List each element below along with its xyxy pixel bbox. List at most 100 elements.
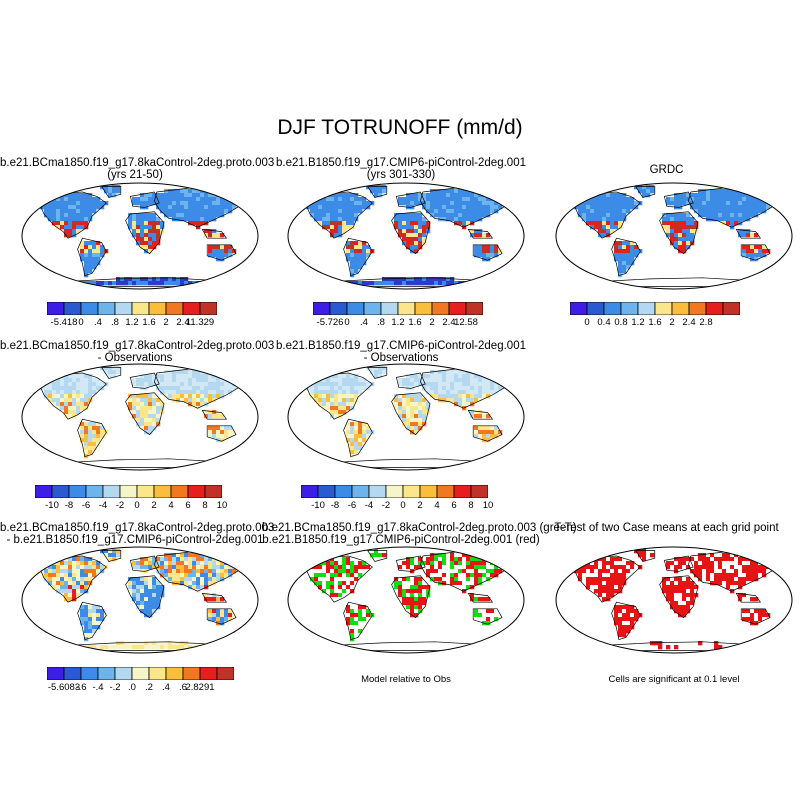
panel-3-title-line1: GRDC [649, 164, 684, 176]
colorbar-swatch [119, 485, 138, 498]
panel-7-title-line1: b.e21.BCma1850.f19_g17.8kaControl-2deg.p… [262, 522, 577, 534]
colorbar-swatch [97, 667, 116, 680]
map-cells [574, 549, 775, 650]
coastline-australia [206, 244, 237, 261]
panel-8-title-line1: T-Test of two Case means at each grid po… [554, 522, 779, 534]
map-cells [40, 185, 241, 286]
panel-5-title-line1: b.e21.B1850.f19_g17.CMIP6-piControl-2deg… [276, 340, 526, 352]
colorbar-swatch [63, 667, 82, 680]
coastline-greenland [100, 550, 122, 562]
coastline-northAmerica [304, 191, 373, 239]
panel-2-title-line2: (yrs 301-330) [366, 169, 436, 181]
colorbar-tick-label: .0 [128, 682, 136, 693]
globe-outline [21, 546, 259, 654]
colorbar-tick-label: -2 [381, 500, 391, 511]
colorbar-swatch [97, 302, 116, 315]
colorbar-swatch [47, 302, 65, 315]
globe-outline [21, 363, 259, 471]
colorbar-tick-label: 2.8291 [185, 682, 215, 693]
caption-cells-significant: Cells are significant at 0.1 level [608, 674, 740, 685]
coastline-africa [125, 211, 165, 255]
coastline-southAmerica [77, 237, 107, 277]
colorbar-swatch [114, 667, 133, 680]
colorbar-swatch [385, 485, 404, 498]
colorbar-swatch [453, 485, 472, 498]
colorbar-tick-label: 2 [669, 317, 675, 328]
coastline-northAmerica [572, 191, 641, 239]
colorbar-swatch [148, 302, 167, 315]
panel-5-title-line2: - Observations [363, 352, 439, 364]
colorbar-tick-label: 1.6 [142, 317, 156, 328]
colorbar-tick-label: 1.6 [408, 317, 422, 328]
panel-4-title-line1: b.e21.BCma1850.f19_g17.8kaControl-2deg.p… [0, 340, 275, 352]
colorbar-tick-label: 1.6 [648, 317, 662, 328]
colorbar-swatch [448, 302, 467, 315]
colorbar-swatch [63, 302, 82, 315]
colorbar-swatch [187, 485, 206, 498]
colorbar-tick-label: 2.4 [682, 317, 696, 328]
coastline-australia [740, 608, 771, 625]
colorbar-tick-label: 0 [584, 317, 590, 328]
colorbar-tick-label: 2.8 [699, 317, 713, 328]
colorbar-swatch [80, 302, 99, 315]
coastline-northAmerica [304, 555, 373, 603]
colorbar-panel-6 [47, 667, 234, 680]
globe-outline [287, 363, 525, 471]
panel-3-title: GRDC [533, 164, 800, 176]
panel-2-title: b.e21.B1850.f19_g17.CMIP6-piControl-2deg… [266, 157, 536, 181]
colorbar-tick-label: .2 [145, 682, 153, 693]
panel-7-title-line2: b.e21.B1850.f19_g17.CMIP6-piControl-2deg… [262, 534, 540, 546]
colorbar-swatch [199, 667, 218, 680]
colorbar-swatch [153, 485, 172, 498]
colorbar-tick-label: 0 [400, 500, 406, 511]
coastline-antarctica [53, 458, 227, 468]
colorbar-tick-label: 2 [417, 500, 423, 511]
coastline-seAsia [467, 228, 494, 239]
colorbar-tick-label: 4 [434, 500, 440, 511]
coastline-southAmerica [611, 601, 641, 641]
map-cells [306, 549, 507, 642]
map-cells [40, 549, 241, 650]
coastline-africa [659, 575, 699, 619]
coastline-southAmerica [343, 418, 373, 458]
colorbar-swatch [570, 302, 588, 315]
colorbar-swatch [68, 485, 87, 498]
colorbar-swatch [170, 485, 189, 498]
colorbar-tick-label: .4 [94, 317, 102, 328]
colorbar-tick-label: 8 [202, 500, 208, 511]
coastline-greenland [634, 186, 656, 198]
colorbar-tick-label: .4 [162, 682, 170, 693]
colorbar-swatch [47, 667, 65, 680]
coastline-africa [125, 575, 165, 619]
coastline-europe [663, 555, 694, 572]
panel-4-title: b.e21.BCma1850.f19_g17.8kaControl-2deg.p… [0, 340, 275, 364]
panel-5-title: b.e21.B1850.f19_g17.CMIP6-piControl-2deg… [266, 340, 536, 364]
colorbar-tick-label: 2 [429, 317, 435, 328]
coastline-greenland [634, 550, 656, 562]
colorbar-swatch [368, 485, 387, 498]
colorbar-swatch [165, 667, 184, 680]
colorbar-tick-label: 2.4 [176, 317, 190, 328]
coastline-australia [206, 425, 237, 442]
map-cells [306, 185, 507, 286]
colorbar-swatch [380, 302, 399, 315]
colorbar-swatch [397, 302, 416, 315]
colorbar-swatch [148, 667, 167, 680]
colorbar-tick-label: -5.6083 [47, 682, 81, 693]
colorbar-swatch [470, 485, 488, 498]
panel-1-title-line2: (yrs 21-50) [107, 169, 163, 181]
colorbar-swatch [182, 667, 201, 680]
coastline-europe [395, 191, 426, 208]
map-panel-1 [21, 182, 259, 290]
coastline-northAmerica [572, 555, 641, 603]
panel-8-title: T-Test of two Case means at each grid po… [533, 522, 800, 534]
colorbar-tick-label: 0 [134, 500, 140, 511]
colorbar-tick-label: -2 [115, 500, 125, 511]
coastline-australia [472, 608, 503, 625]
colorbar-swatch [722, 302, 740, 315]
page-title: DJF TOTRUNOFF (mm/d) [277, 116, 523, 139]
coastline-europe [395, 555, 426, 572]
map-panel-6 [21, 546, 259, 654]
colorbar-swatch [216, 667, 234, 680]
colorbar-tick-label: .8 [111, 317, 119, 328]
